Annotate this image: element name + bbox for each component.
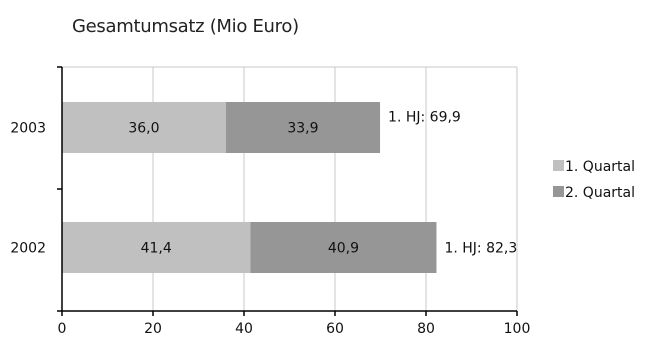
legend-label: 2. Quartal — [565, 185, 635, 201]
x-tick-label: 0 — [58, 321, 67, 337]
bar-2002-series-2 — [250, 222, 437, 273]
x-tick-label: 60 — [326, 321, 344, 337]
y-tick-label: 2002 — [10, 241, 46, 257]
legend-label: 1. Quartal — [565, 159, 635, 175]
legend-swatch — [553, 160, 564, 171]
data-label: 40,9 — [328, 241, 359, 257]
bar-2003-series-1 — [62, 102, 226, 153]
x-tick-label: 80 — [417, 321, 435, 337]
x-tick-label: 20 — [144, 321, 162, 337]
legend-swatch — [553, 186, 564, 197]
total-label: 1. HJ: 82,3 — [444, 241, 517, 257]
total-label: 1. HJ: 69,9 — [388, 110, 461, 126]
x-tick-label: 40 — [235, 321, 253, 337]
chart-title: Gesamtumsatz (Mio Euro) — [72, 16, 299, 37]
y-tick-label: 2003 — [10, 121, 46, 137]
bar-2003-series-2 — [225, 102, 381, 153]
bar-2002-series-1 — [62, 222, 251, 273]
x-tick-label: 100 — [504, 321, 531, 337]
data-label: 41,4 — [141, 241, 172, 257]
data-label: 36,0 — [128, 121, 159, 137]
data-label: 33,9 — [287, 121, 318, 137]
